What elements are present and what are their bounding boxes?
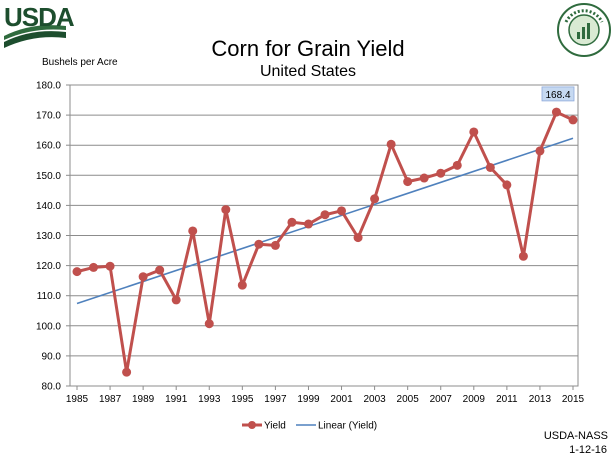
yield-point bbox=[138, 272, 148, 282]
series-layer bbox=[72, 107, 578, 377]
yield-point bbox=[320, 210, 330, 220]
x-tick-label: 2005 bbox=[397, 394, 420, 405]
yield-line bbox=[76, 110, 574, 374]
yield-point bbox=[122, 367, 132, 377]
yield-point bbox=[254, 239, 264, 249]
chart-subtitle: United States bbox=[259, 63, 357, 80]
yield-point bbox=[485, 162, 495, 172]
source-label: USDA-NASS bbox=[543, 430, 608, 442]
yield-point bbox=[303, 219, 313, 229]
yield-point bbox=[469, 127, 479, 137]
y-axis-label: Bushels per Acre bbox=[42, 57, 118, 68]
date-label: 1-12-16 bbox=[569, 444, 607, 456]
data-label-annotation: 168.4 bbox=[541, 86, 575, 102]
y-tick-label: 140.0 bbox=[36, 201, 61, 212]
y-tick-label: 120.0 bbox=[36, 261, 61, 272]
y-tick-label: 100.0 bbox=[36, 321, 61, 332]
data-label-box bbox=[541, 86, 575, 102]
yield-point bbox=[237, 280, 247, 290]
yield-point bbox=[270, 240, 280, 250]
x-tick-labels: 1985 1987 1989 1991 1993 1995 1997 1999 2001 2003… bbox=[66, 394, 585, 405]
y-tick-label: 130.0 bbox=[36, 231, 61, 242]
yield-point bbox=[370, 194, 380, 204]
yield-point bbox=[568, 115, 578, 125]
x-tick-label: 1989 bbox=[132, 394, 155, 405]
x-tick-label: 2011 bbox=[496, 394, 518, 405]
x-tick-label: 1997 bbox=[264, 394, 287, 405]
x-tick-label: 1991 bbox=[165, 394, 188, 405]
x-tick-label: 1985 bbox=[66, 394, 89, 405]
yield-point bbox=[551, 107, 561, 117]
y-tick-label: 170.0 bbox=[36, 111, 61, 122]
gridlines bbox=[66, 84, 578, 390]
y-tick-label: 180.0 bbox=[36, 81, 61, 92]
x-tick-label: 1987 bbox=[99, 394, 122, 405]
yield-point bbox=[502, 180, 512, 190]
x-tick-label: 2015 bbox=[562, 394, 585, 405]
usda-logo-text: USDA bbox=[4, 2, 75, 32]
x-tick-label: 2007 bbox=[430, 394, 453, 405]
y-tick-label: 150.0 bbox=[36, 171, 61, 182]
x-tick-label: 1995 bbox=[231, 394, 254, 405]
agriculture-counts-seal bbox=[556, 2, 612, 58]
y-tick-label: 160.0 bbox=[36, 141, 61, 152]
yield-point bbox=[204, 319, 214, 329]
yield-point bbox=[221, 205, 231, 215]
yield-point bbox=[287, 217, 297, 227]
plot-area-border bbox=[69, 84, 579, 387]
y-tick-label: 80.0 bbox=[42, 382, 62, 393]
x-tick-label: 2013 bbox=[529, 394, 552, 405]
data-label: 168.4 bbox=[545, 90, 570, 101]
legend-yield-marker bbox=[248, 421, 256, 429]
yield-point bbox=[436, 168, 446, 178]
yield-point bbox=[188, 226, 198, 236]
yield-point bbox=[171, 295, 181, 305]
legend-trend-label: Linear (Yield) bbox=[318, 421, 377, 432]
x-tick-label: 1993 bbox=[198, 394, 221, 405]
legend: Yield Linear (Yield) bbox=[242, 421, 377, 432]
chart-title: Corn for Grain Yield bbox=[211, 36, 405, 61]
y-tick-label: 110.0 bbox=[37, 291, 62, 302]
yield-point bbox=[535, 146, 545, 156]
yield-point bbox=[419, 173, 429, 183]
x-tick-label: 2003 bbox=[363, 394, 386, 405]
yield-point bbox=[403, 177, 413, 187]
x-tick-label: 2001 bbox=[330, 394, 353, 405]
usda-logo bbox=[2, 2, 68, 50]
x-tick-label: 1999 bbox=[297, 394, 320, 405]
x-tick-label: 2009 bbox=[463, 394, 486, 405]
y-tick-labels: 80.0 90.0 100.0 110.0 120.0 130.0 140.0 150.0 16… bbox=[36, 81, 61, 393]
yield-point bbox=[386, 139, 396, 149]
yield-point bbox=[518, 251, 528, 261]
yield-point bbox=[155, 265, 165, 275]
yield-point bbox=[89, 262, 99, 272]
yield-point bbox=[72, 267, 82, 277]
yield-point bbox=[452, 160, 462, 170]
yield-point bbox=[105, 261, 115, 271]
y-tick-label: 90.0 bbox=[42, 351, 62, 362]
trendline bbox=[76, 137, 574, 305]
yield-point bbox=[337, 206, 347, 216]
yield-point bbox=[353, 233, 363, 243]
legend-yield-label: Yield bbox=[264, 421, 286, 432]
